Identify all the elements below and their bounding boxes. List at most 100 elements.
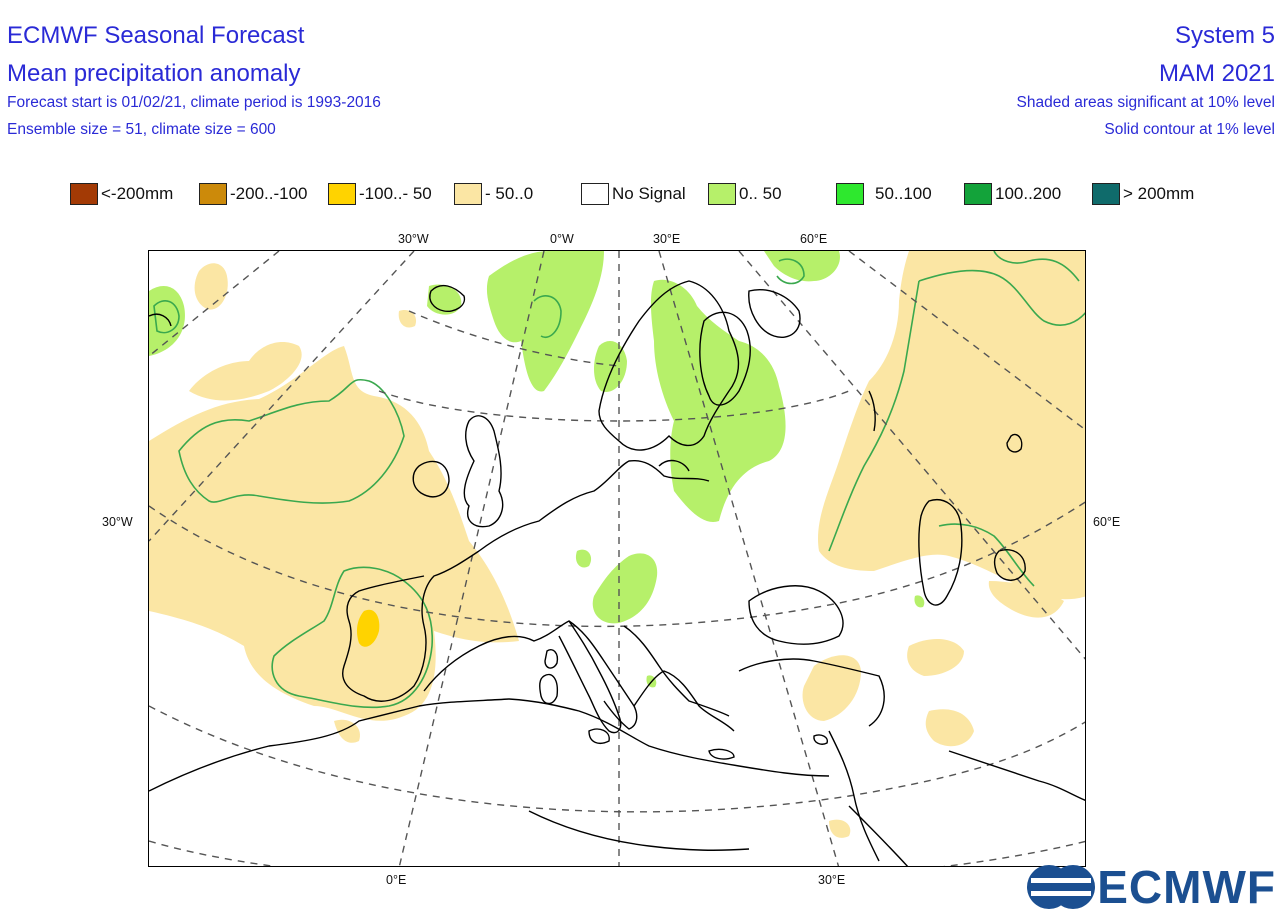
- scandinavia-dry-patch: [398, 310, 417, 328]
- top-lon-label: 30°W: [398, 232, 429, 246]
- parallel-line: [149, 840, 1085, 866]
- significance-note: Shaded areas significant at 10% level: [1016, 94, 1276, 111]
- caspian-east-dry: [988, 581, 1064, 618]
- top-lon-label: 0°W: [550, 232, 574, 246]
- barents-contour: [776, 258, 805, 285]
- finland-coast: [699, 311, 751, 406]
- system-label: System 5: [1174, 22, 1275, 49]
- greenland-dry-patch: [194, 263, 228, 310]
- legend-item: 0.. 50: [708, 181, 782, 207]
- legend-label: 100..200: [995, 184, 1062, 203]
- greenland-contour: [153, 300, 180, 334]
- legend-swatch: [199, 183, 227, 205]
- legend-label: 0.. 50: [739, 184, 782, 203]
- corsica-coast: [544, 649, 559, 669]
- ireland-coast: [412, 460, 450, 498]
- legend-item: -100..- 50: [328, 181, 432, 207]
- north-africa-coast: [149, 698, 830, 792]
- caspian-coast: [918, 499, 963, 606]
- sicily-coast: [588, 728, 610, 744]
- atlantic-iberia-dry-region: [149, 346, 519, 721]
- portugal-dry-core: [356, 609, 380, 647]
- east-contour: [993, 251, 1080, 282]
- scandinavia-wet: [650, 279, 786, 522]
- britain-coast: [463, 415, 504, 528]
- atlantic-contour: [178, 379, 405, 504]
- logo-text: ECMWF: [1097, 861, 1276, 913]
- legend-label: > 200mm: [1123, 184, 1195, 203]
- meridian-line: [149, 251, 415, 542]
- map-subtitle: Mean precipitation anomaly: [7, 60, 301, 87]
- ural-coast: [868, 390, 876, 432]
- legend-swatch: [1092, 183, 1120, 205]
- sahara-coast: [528, 810, 750, 851]
- stronger-negative-shading: [356, 609, 380, 647]
- italy-coast: [558, 620, 622, 734]
- scandinavia-contour: [533, 295, 562, 338]
- season-label: MAM 2021: [1158, 60, 1275, 87]
- ecmwf-logo: ECMWF: [1025, 861, 1276, 913]
- top-lon-label: 30°E: [653, 232, 681, 246]
- bottom-lon-label: 0°E: [386, 873, 407, 887]
- meridian-line: [149, 251, 280, 357]
- right-lon-label: 60°E: [1093, 515, 1121, 529]
- north-atlantic-wet: [486, 251, 604, 392]
- ecmwf-logo-icon: [1027, 865, 1096, 909]
- left-lon-label: 30°W: [102, 515, 133, 529]
- legend-item: -200..-100: [199, 181, 308, 207]
- legend-swatch: [964, 183, 992, 205]
- levant-coast: [828, 730, 880, 862]
- aral-coast: [993, 549, 1026, 581]
- legend-swatch: [70, 183, 98, 205]
- bottom-lon-label: 30°E: [818, 873, 846, 887]
- parallel-line: [149, 501, 1085, 628]
- parallel-line: [149, 705, 1085, 813]
- legend-label: No Signal: [612, 184, 686, 203]
- legend-label: 50..100: [875, 184, 932, 203]
- small-wet-patch: [914, 595, 925, 608]
- legend-item: - 50..0: [454, 181, 533, 207]
- turkey-coast: [738, 658, 885, 727]
- legend-swatch: [454, 183, 482, 205]
- legend-swatch: [581, 183, 609, 205]
- legend-label: - 50..0: [485, 184, 534, 203]
- iceland-coast: [429, 284, 466, 313]
- lake-coast: [1006, 433, 1023, 453]
- legend-item: 100..200: [964, 181, 1061, 207]
- greenland-coast: [149, 313, 172, 327]
- meridian-line: [398, 251, 545, 866]
- balkans-coast: [623, 625, 730, 717]
- parallel-line: [408, 310, 620, 367]
- arabia-dry-patch: [829, 819, 851, 838]
- legend-item: <-200mm: [70, 181, 173, 207]
- greenland-wet: [149, 286, 185, 356]
- negative-anomaly-shading: [149, 251, 1085, 838]
- coastlines: [149, 280, 1085, 866]
- alps-wet-patch: [575, 549, 592, 568]
- arabia-coast: [948, 750, 1085, 801]
- turkey-dry-patch: [802, 655, 861, 721]
- map-title: ECMWF Seasonal Forecast: [7, 22, 305, 49]
- central-europe-wet: [592, 553, 658, 624]
- cyprus-coast: [813, 734, 828, 745]
- forecast-start-info: Forecast start is 01/02/21, climate peri…: [7, 94, 381, 111]
- legend-label: -100..- 50: [359, 184, 432, 203]
- legend-swatch: [328, 183, 356, 205]
- legend-label: <-200mm: [101, 184, 174, 203]
- mideast-dry-patch: [925, 709, 974, 747]
- black-sea-coast: [748, 585, 844, 645]
- atlantic-upper-dry: [189, 341, 302, 401]
- contour-note: Solid contour at 1% level: [1104, 121, 1275, 138]
- legend-item: > 200mm: [1092, 181, 1194, 207]
- legend-item: 50..100: [836, 181, 932, 207]
- precipitation-map: [148, 250, 1086, 867]
- caucasus-dry-patch: [907, 639, 964, 676]
- baltic-coast: [658, 459, 690, 472]
- sardinia-coast: [539, 673, 559, 705]
- meridian-line: [658, 251, 840, 866]
- legend-label: -200..-100: [230, 184, 308, 203]
- crete-coast: [708, 748, 735, 760]
- ensemble-info: Ensemble size = 51, climate size = 600: [7, 121, 276, 138]
- parallel-line: [378, 390, 850, 422]
- legend-item: No Signal: [581, 181, 686, 207]
